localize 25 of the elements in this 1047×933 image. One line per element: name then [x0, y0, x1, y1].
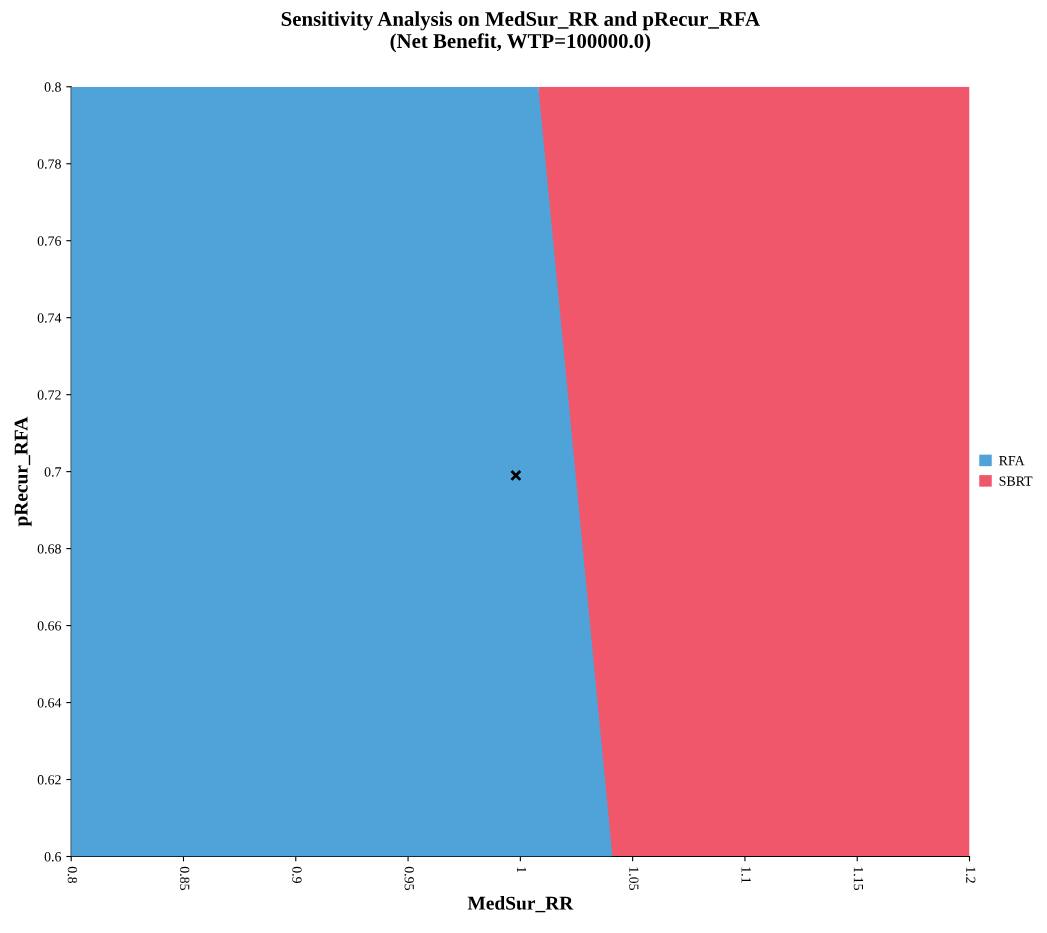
y-tick-label: 0.62 [37, 775, 61, 785]
x-tick-label: 1.15 [853, 867, 864, 890]
x-tick-label: 0.8 [67, 866, 78, 884]
y-tick-label: 0.74 [37, 313, 62, 323]
x-tick-label: 1 [517, 867, 527, 873]
x-tick-label: 1.05 [629, 867, 639, 890]
x-tick-label: 1.2 [965, 867, 976, 883]
y-tick-label: 0.76 [37, 236, 62, 246]
y-tick-label: 0.68 [37, 544, 61, 554]
chart-title: Sensitivity Analysis on MedSur_RR and pRecur_RFA (Net Benefit, WTP=100000.0) [281, 11, 760, 53]
legend-label: SBRT [999, 476, 1033, 486]
x-tick-label: 0.9 [292, 866, 302, 884]
y-tick-label: 0.72 [37, 390, 61, 400]
y-axis-title: pRecur_RFA [14, 416, 32, 527]
x-axis-title: MedSur_RR [467, 896, 574, 913]
y-tick-label: 0.6 [44, 852, 62, 862]
y-tick-label: 0.66 [37, 621, 62, 631]
y-tick-label: 0.78 [37, 159, 61, 169]
y-tick-label: 0.64 [37, 698, 62, 708]
y-tick-label: 0.7 [44, 467, 62, 477]
x-tick-label: 0.85 [179, 866, 190, 890]
x-tick-label: 0.95 [404, 866, 414, 890]
legend-label: RFA [999, 456, 1025, 466]
y-tick-label: 0.8 [44, 82, 61, 92]
x-tick-label: 1.1 [741, 867, 751, 883]
